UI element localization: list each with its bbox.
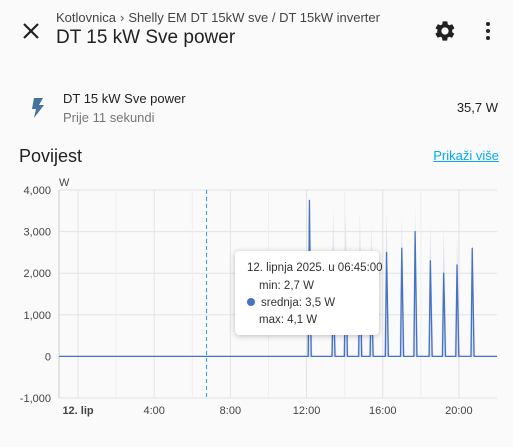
entity-name: DT 15 kW Sve power <box>63 91 186 106</box>
dialog-header: Kotlovnica › Shelly EM DT 15kW sve / DT 15… <box>0 0 513 60</box>
flash-icon <box>32 98 44 118</box>
x-tick-label: 16:00 <box>369 405 397 417</box>
breadcrumb-separator: › <box>119 10 125 25</box>
close-button[interactable] <box>18 18 44 44</box>
x-tick-label: 12. lip <box>62 405 93 417</box>
chart-tooltip: 12. lipnja 2025. u 06:45:00 min: 2,7 W s… <box>235 251 383 335</box>
tooltip-mean: srednja: 3,5 W <box>247 297 335 309</box>
entity-state-value: 35,7 W <box>456 100 498 115</box>
breadcrumb: Kotlovnica › Shelly EM DT 15kW sve / DT 15… <box>56 10 380 25</box>
x-tick-label: 4:00 <box>144 405 165 417</box>
series-mean-line <box>59 199 497 358</box>
tooltip-mean-value: srednja: 3,5 W <box>261 297 336 309</box>
more-vert-icon <box>486 22 490 40</box>
tooltip-date: 12. lipnja 2025. u 06:45:00 <box>247 262 383 274</box>
series-marker-icon <box>247 298 255 306</box>
more-options-button[interactable] <box>476 19 500 43</box>
tooltip-max: max: 4,1 W <box>259 314 318 326</box>
gear-icon <box>435 21 455 41</box>
show-more-link[interactable]: Prikaži više <box>433 148 499 163</box>
y-tick-label: 1,000 <box>23 310 51 322</box>
breadcrumb-device[interactable]: Shelly EM DT 15kW sve / DT 15kW inverter <box>128 10 380 25</box>
y-tick-label: 2,000 <box>23 268 51 280</box>
page-title: DT 15 kW Sve power <box>56 27 236 48</box>
history-chart[interactable]: 4,000 3,000 2,000 1,000 0 -1,000 12. lip 4:00 8:… <box>0 170 513 420</box>
close-icon <box>23 23 39 39</box>
y-unit-label: W <box>59 177 70 189</box>
y-tick-label: 3,000 <box>23 227 51 239</box>
y-tick-label: 4,000 <box>23 185 51 197</box>
breadcrumb-area[interactable]: Kotlovnica <box>56 10 116 25</box>
y-tick-label: -1,000 <box>20 393 51 405</box>
x-tick-label: 12:00 <box>293 405 321 417</box>
entity-state-row[interactable]: DT 15 kW Sve power Prije 11 sekundi 35,7… <box>0 82 513 130</box>
settings-button[interactable] <box>433 19 457 43</box>
y-tick-label: 0 <box>45 351 51 363</box>
x-tick-label: 8:00 <box>220 405 241 417</box>
tooltip-min: min: 2,7 W <box>259 280 314 292</box>
history-title: Povijest <box>19 146 83 166</box>
entity-last-changed: Prije 11 sekundi <box>63 110 155 125</box>
x-tick-label: 20:00 <box>445 405 473 417</box>
